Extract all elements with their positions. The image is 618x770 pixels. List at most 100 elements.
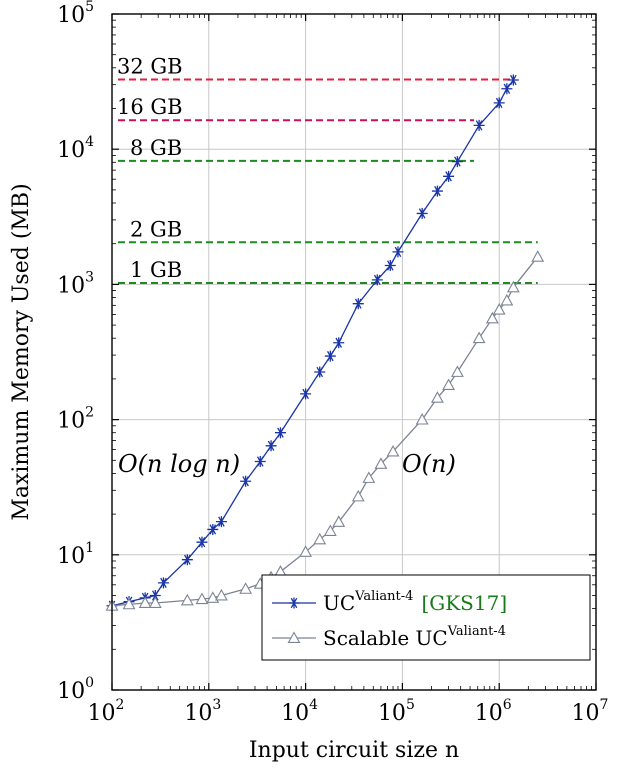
legend: UCValiant-4 [GKS17] Scalable UCValiant-4	[261, 574, 591, 661]
x-tick-exp: 2	[116, 697, 125, 713]
x-tick-base: 10	[88, 701, 116, 726]
x-tick-base: 10	[378, 701, 406, 726]
y-tick-label: 104	[57, 134, 94, 163]
x-tick-exp: 7	[600, 697, 609, 713]
y-tick-base: 10	[57, 679, 85, 704]
data-point-star	[314, 366, 326, 378]
data-point-star	[473, 119, 485, 131]
legend-marker-uc	[288, 597, 300, 609]
data-point-star	[352, 298, 364, 310]
y-tick-exp: 1	[85, 540, 94, 556]
data-point-triangle	[386, 444, 400, 457]
x-tick-exp: 5	[406, 697, 415, 713]
data-point-triangle	[148, 596, 162, 608]
data-point-star	[254, 455, 266, 467]
y-tick-base: 10	[57, 544, 85, 569]
x-tick-base: 10	[184, 701, 212, 726]
x-tick-label: 103	[184, 697, 221, 726]
data-point-triangle	[506, 280, 520, 293]
x-tick-exp: 6	[503, 697, 512, 713]
y-axis-title: Maximum Memory Used (MB)	[9, 183, 34, 520]
data-point-star	[274, 427, 286, 439]
data-point-star	[384, 259, 396, 271]
x-tick-label: 104	[281, 697, 318, 726]
data-point-star	[443, 170, 455, 182]
reference-label-1: 16 GB	[117, 95, 183, 119]
data-point-triangle	[442, 378, 456, 391]
data-point-triangle	[351, 489, 365, 502]
x-tick-label: 102	[88, 697, 125, 726]
data-point-star	[240, 475, 252, 487]
legend-triangle-icon	[287, 631, 301, 643]
reference-lines: 32 GB 16 GB 8 GB 2 GB 1 GB	[117, 55, 538, 285]
plot-frame	[111, 13, 597, 691]
data-point-triangle	[180, 593, 194, 606]
reference-label-0: 32 GB	[117, 55, 183, 79]
data-point-star	[392, 246, 404, 258]
reference-label-4: 1 GB	[130, 258, 182, 282]
data-point-triangle	[450, 365, 464, 377]
annotation-nlogn: O(n log n)	[118, 450, 240, 478]
legend-label-scalable: Scalable UCValiant-4	[323, 624, 506, 650]
y-tick-exp: 3	[85, 269, 94, 285]
data-point-triangle	[362, 471, 376, 483]
y-tick-base: 10	[57, 273, 85, 298]
legend-label-uc: UCValiant-4 [GKS17]	[323, 589, 507, 615]
annotations: O(n log n) O(n)	[118, 450, 456, 478]
data-point-triangle	[332, 515, 346, 527]
x-tick-base: 10	[572, 701, 600, 726]
x-tick-base: 10	[475, 701, 503, 726]
data-point-triangle	[313, 532, 327, 545]
data-point-triangle	[195, 592, 209, 605]
x-tick-label: 105	[378, 697, 415, 726]
y-tick-label: 101	[57, 540, 94, 569]
y-tick-label: 100	[57, 675, 94, 704]
data-point-star	[265, 440, 277, 452]
y-tick-base: 10	[57, 409, 85, 434]
y-tick-base: 10	[57, 3, 85, 28]
y-tick-exp: 4	[85, 134, 94, 150]
x-tick-label: 106	[475, 697, 512, 726]
legend-box	[261, 574, 591, 661]
y-tick-exp: 0	[85, 675, 94, 691]
data-point-triangle	[485, 311, 499, 324]
y-tick-label: 105	[57, 0, 94, 28]
annotation-n: O(n)	[402, 450, 456, 478]
x-tick-base: 10	[281, 701, 309, 726]
data-point-triangle	[415, 412, 429, 425]
y-tick-exp: 5	[85, 0, 94, 15]
data-point-triangle	[472, 331, 486, 344]
data-point-triangle	[500, 293, 514, 306]
x-axis-title-text: Input circuit size n	[249, 738, 459, 763]
data-point-triangle	[492, 303, 506, 315]
data-point-star	[451, 156, 463, 168]
data-point-star	[215, 516, 227, 528]
x-tick-exp: 3	[212, 697, 221, 713]
data-point-triangle	[214, 588, 228, 601]
grid	[112, 14, 596, 690]
y-tick-exp: 2	[85, 405, 94, 421]
data-point-star	[181, 554, 193, 566]
data-point-star	[493, 97, 505, 109]
data-point-star	[507, 74, 519, 86]
legend-marker-scalable	[287, 631, 301, 643]
data-point-triangle	[122, 597, 136, 610]
data-point-star	[324, 350, 336, 362]
x-tick-label: 107	[572, 697, 609, 726]
data-point-triangle	[531, 250, 545, 262]
y-tick-base: 10	[57, 138, 85, 163]
data-point-star	[431, 185, 443, 197]
data-point-star	[207, 523, 219, 535]
major-ticks	[111, 13, 597, 691]
data-point-star	[300, 388, 312, 400]
data-point-star	[333, 337, 345, 349]
y-tick-label: 103	[57, 269, 94, 298]
x-tick-exp: 4	[309, 697, 318, 713]
x-axis-title: Input circuit size n	[249, 738, 459, 763]
legend-star-icon	[288, 597, 300, 609]
reference-label-3: 2 GB	[130, 217, 182, 241]
data-point-triangle	[299, 545, 313, 557]
y-tick-label: 102	[57, 405, 94, 434]
